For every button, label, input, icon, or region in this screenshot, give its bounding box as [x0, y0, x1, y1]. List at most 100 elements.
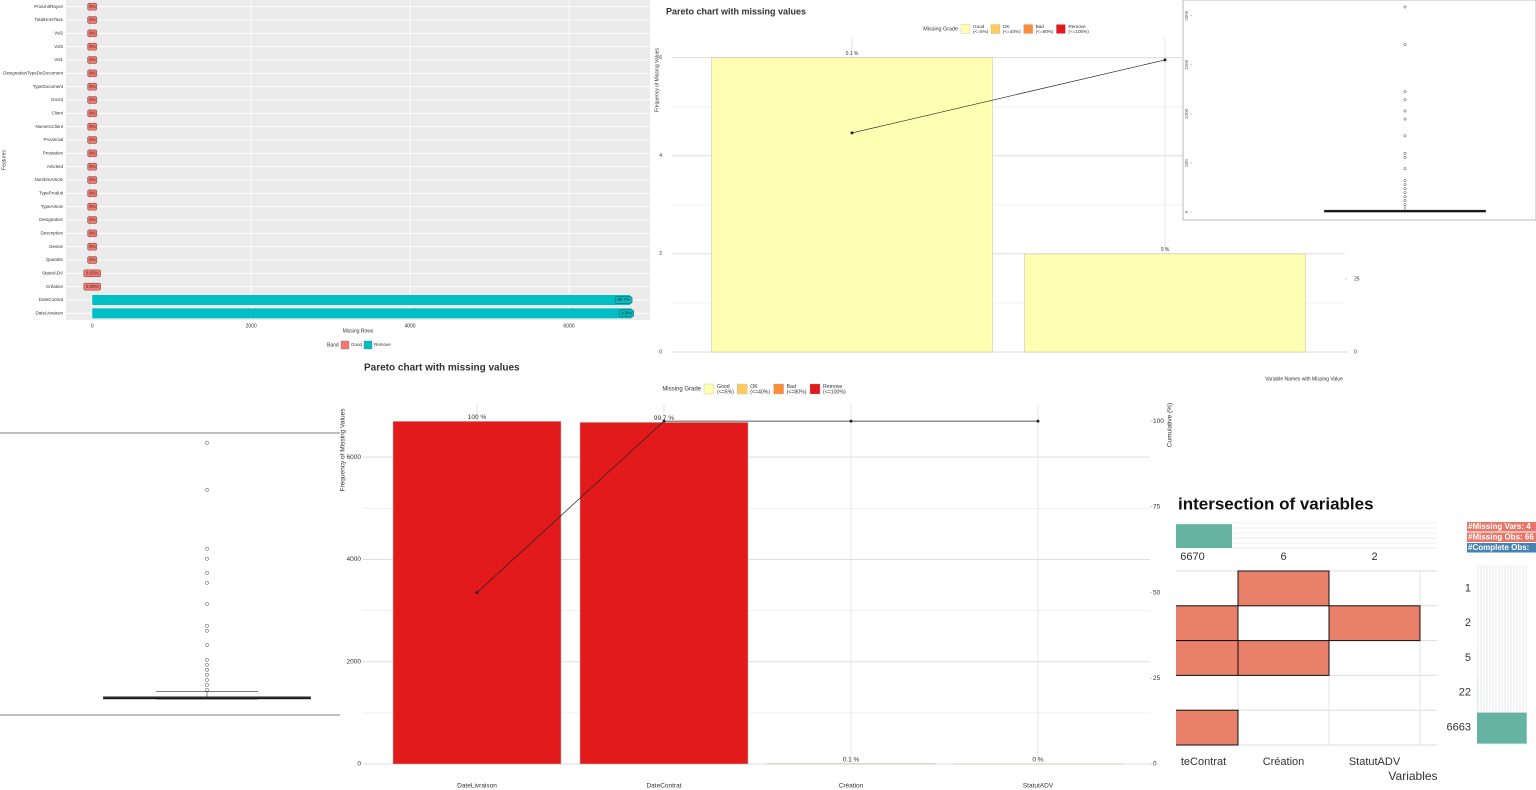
- value-label: 0 %: [1161, 247, 1170, 253]
- outlier: [1403, 167, 1407, 171]
- outlier: [1403, 183, 1407, 187]
- plot-background: [66, 0, 650, 320]
- outlier: [1403, 5, 1407, 9]
- value-label: 0%: [89, 257, 96, 262]
- cumulative-point: [662, 419, 666, 423]
- row-label: 1: [1465, 582, 1471, 594]
- y-tick-label: ArticleId: [47, 164, 64, 169]
- value-label: 99.7 %: [654, 415, 674, 422]
- column-total: 2: [1371, 551, 1377, 563]
- y-tick-label: NombreArticle: [34, 177, 63, 182]
- label-box: [87, 256, 98, 264]
- y-tick-label: Description: [40, 231, 63, 236]
- value-label: 0 %: [1032, 757, 1043, 764]
- legend-range: (<=40%): [750, 389, 770, 395]
- outlier: [1403, 117, 1407, 121]
- outlier: [205, 643, 209, 647]
- y2-tick-label: 100: [1153, 418, 1164, 425]
- outlier: [205, 663, 209, 667]
- cumulative-line: [476, 420, 1038, 593]
- y-tick-label: Designation: [39, 217, 63, 222]
- label-box: [87, 122, 98, 131]
- upset-plot: teContrat Création StatutADV: [1176, 522, 1437, 768]
- badge-label: #Missing Obs: 66: [1468, 533, 1534, 542]
- value-label: 0%: [89, 97, 96, 102]
- label-box: [87, 162, 98, 171]
- y-tick-label: 0: [659, 349, 662, 355]
- cumulative-point: [1036, 419, 1040, 423]
- outlier: [1403, 199, 1407, 203]
- outlier: [205, 682, 209, 687]
- value-label: 0%: [89, 244, 96, 249]
- cumulative-point: [475, 591, 479, 595]
- column-bar: [1176, 524, 1232, 548]
- value-label: 0%: [89, 191, 96, 196]
- value-label: 0%: [89, 137, 96, 142]
- label-box: [87, 189, 98, 198]
- legend-label: Remove: [1068, 24, 1086, 29]
- outlier: [1403, 195, 1407, 199]
- x-tick-label: 4000: [404, 323, 415, 329]
- x-axis-label: Variables: [1388, 769, 1437, 783]
- value-label: 0.1 %: [846, 51, 859, 57]
- outlier: [205, 678, 209, 682]
- x-tick-label: DateLivraison: [457, 783, 497, 790]
- column-label: StatutADV: [1349, 756, 1401, 768]
- outlier: [205, 556, 209, 561]
- value-label: 0%: [89, 124, 96, 129]
- matrix-cell: [1237, 640, 1330, 676]
- legend-range: (<=100%): [1068, 29, 1089, 34]
- value-label: 0%: [89, 17, 96, 22]
- value-label: 0%: [89, 164, 96, 169]
- outlier: [205, 546, 209, 551]
- outlier: [1403, 90, 1407, 94]
- badge: [1467, 543, 1536, 553]
- y-tick-label: PrixUnitRayon: [34, 4, 63, 9]
- y2-tick-label: 25: [1354, 276, 1360, 282]
- value-label: 0%: [89, 231, 96, 236]
- value-label: 0%: [89, 71, 96, 76]
- bar: [579, 422, 749, 765]
- outlier: [1403, 155, 1407, 159]
- legend-label: OK: [1003, 24, 1011, 29]
- y-tick-label: Création: [46, 284, 64, 289]
- label-box: [87, 16, 98, 24]
- value-label: 0%: [89, 4, 96, 9]
- matrix-cell: [1176, 605, 1239, 642]
- label-box: [87, 29, 98, 38]
- y-tick-label: Client: [51, 111, 63, 116]
- value-label: 0%: [89, 177, 96, 182]
- x-tick-label: StatutADV: [1023, 783, 1054, 790]
- column-total: 6670: [1180, 551, 1204, 563]
- y-axis-label: Frequency of Missing Values: [654, 48, 660, 112]
- label-box: [83, 269, 101, 278]
- y-tick-label: Prestation: [43, 151, 64, 156]
- x-tick-label: 2000: [246, 323, 257, 329]
- value-label: 100%: [621, 311, 633, 316]
- outlier: [1403, 109, 1407, 113]
- outlier: [1403, 43, 1407, 46]
- legend-swatch: [1023, 24, 1033, 34]
- row-label: 6663: [1447, 722, 1471, 734]
- value-label: 0%: [89, 31, 96, 36]
- bar: [92, 308, 632, 319]
- y-tick-label: TypeDocument: [33, 84, 64, 89]
- row-label: 2: [1465, 617, 1471, 629]
- outlier: [205, 570, 209, 575]
- legend-swatch: [809, 383, 821, 395]
- outlier: [205, 580, 209, 585]
- legend-range: (<=40%): [1003, 29, 1021, 34]
- y-tick-label: DateContrat: [39, 297, 64, 302]
- value-label: 0%: [89, 217, 96, 222]
- chart-title: Pareto chart with missing values: [364, 363, 520, 374]
- y2-axis-label: Cumulative (%): [1167, 403, 1174, 447]
- legend-label: Good: [717, 384, 730, 390]
- y-tick-label: StatutADV: [42, 271, 63, 276]
- legend-label: Remove: [823, 384, 842, 390]
- cumulative-point: [1163, 58, 1167, 62]
- column-label: teContrat: [1181, 756, 1226, 768]
- row-bar: [1477, 712, 1527, 744]
- y-tick-label: 4: [659, 153, 662, 159]
- value-label: 99.7%: [617, 297, 630, 302]
- value-label: 0.09%: [86, 284, 99, 289]
